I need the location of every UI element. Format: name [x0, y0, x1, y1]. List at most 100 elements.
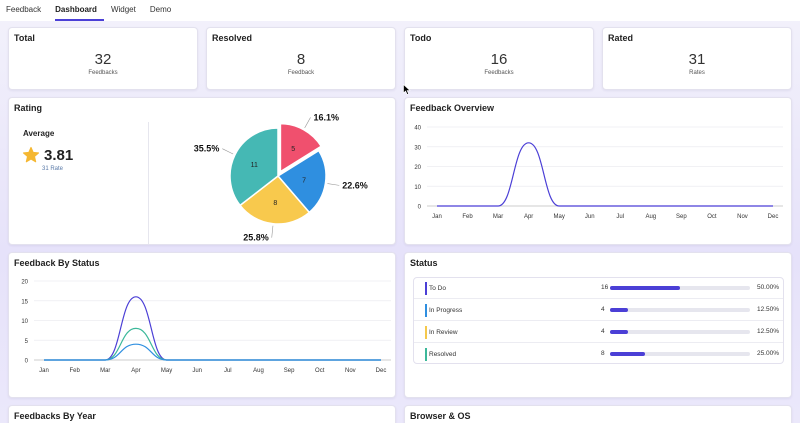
stat-title: Todo — [410, 33, 432, 43]
pie-label-leader — [222, 148, 234, 155]
x-tick-label: Mar — [493, 214, 503, 220]
status-color-bar — [425, 348, 427, 361]
stat-value: 16 — [490, 51, 508, 68]
stat-title: Total — [14, 33, 35, 43]
x-tick-label: Dec — [376, 368, 387, 374]
feedback-by-status-title: Feedback By Status — [14, 258, 100, 268]
status-card: Status To Do 16 50.00% In Progress 4 12.… — [404, 252, 792, 398]
stat-value: 8 — [296, 51, 306, 68]
stat-value: 31 — [688, 51, 706, 68]
pie-slice[interactable] — [238, 174, 311, 225]
y-tick-label: 5 — [25, 339, 29, 345]
feedback-by-status-chart: 0 5 10 15 20 Jan Feb Mar Apr May Jun Jul Aug Sep Oct No… — [21, 280, 391, 374]
y-tick-label: 10 — [414, 185, 421, 191]
x-tick-label: Oct — [707, 214, 717, 220]
star-icon — [22, 146, 40, 163]
feedback-by-status-card: Feedback By Status 0 5 10 15 20 Jan Feb Mar Apr M… — [8, 252, 396, 398]
pie-slice-label: 11 — [251, 162, 258, 169]
status-count: 8 — [601, 350, 605, 357]
status-row-in-progress: In Progress 4 12.50% — [414, 300, 783, 321]
stat-card-total: Total 32 Feedbacks — [8, 27, 198, 90]
x-tick-label: Oct — [315, 368, 325, 374]
status-label: In Progress — [429, 307, 463, 314]
pie-percent-label: 25.8% — [243, 233, 269, 243]
status-color-bar — [425, 304, 427, 317]
rating-pie-chart: 5 16.1% 7 22.6% 8 25.8% 11 35.5% — [194, 113, 368, 243]
stat-subtitle: Feedbacks — [88, 70, 118, 76]
pie-percent-label: 16.1% — [314, 113, 340, 122]
rating-card: Rating Average 3.81 31 Rate 5 16.1% 7 22.6%… — [8, 97, 396, 245]
x-tick-label: Jun — [192, 368, 202, 374]
x-tick-label: May — [161, 368, 172, 374]
tab-dashboard[interactable]: Dashboard — [55, 0, 104, 21]
status-count: 16 — [601, 284, 609, 291]
x-tick-label: Mar — [100, 368, 110, 374]
browser-os-card: Browser & OS — [404, 405, 792, 423]
status-row-resolved: Resolved 8 25.00% — [414, 344, 783, 365]
status-percent: 12.50% — [756, 328, 779, 335]
x-tick-label: Sep — [676, 214, 687, 220]
stat-card-resolved: Resolved 8 Feedback — [206, 27, 396, 90]
x-tick-label: Aug — [253, 368, 264, 374]
status-progress-fill — [610, 286, 680, 290]
feedback-overview-card: Feedback Overview 0 10 20 30 40 Jan Feb Mar Apr M… — [404, 97, 792, 245]
x-tick-label: May — [554, 214, 565, 220]
pie-slice-label: 8 — [273, 200, 277, 207]
x-tick-label: Feb — [462, 214, 473, 220]
status-progress-track — [610, 308, 750, 312]
cursor-icon — [403, 84, 411, 95]
y-tick-label: 0 — [418, 205, 422, 211]
y-tick-label: 20 — [21, 280, 28, 286]
pie-label-leader — [304, 117, 311, 129]
feedbacks-by-year-title: Feedbacks By Year — [14, 411, 96, 421]
status-label: Resolved — [429, 351, 457, 358]
status-progress-fill — [610, 308, 628, 312]
x-tick-label: Aug — [645, 214, 656, 220]
tab-feedback[interactable]: Feedback — [6, 5, 42, 14]
x-tick-label: Apr — [524, 214, 533, 220]
status-title: Status — [410, 258, 438, 268]
status-table: To Do 16 50.00% In Progress 4 12.50% In … — [413, 277, 784, 364]
x-tick-label: Jul — [224, 368, 232, 374]
status-color-bar — [425, 326, 427, 339]
tab-widget[interactable]: Widget — [110, 5, 136, 14]
pie-slice[interactable] — [276, 149, 327, 214]
browser-os-title: Browser & OS — [410, 411, 471, 421]
status-progress-track — [610, 286, 750, 290]
x-tick-label: Jan — [432, 214, 442, 220]
series-line — [44, 343, 381, 361]
y-tick-label: 30 — [414, 145, 421, 151]
series-line — [437, 142, 773, 207]
feedback-overview-chart: 0 10 20 30 40 Jan Feb Mar Apr May Jun Jul Aug Sep Oct N… — [414, 126, 783, 220]
x-tick-label: Nov — [345, 368, 356, 374]
status-row-todo: To Do 16 50.00% — [414, 278, 783, 299]
stat-value: 32 — [94, 51, 112, 68]
pie-percent-label: 22.6% — [342, 180, 368, 190]
status-label: In Review — [429, 329, 458, 336]
stat-card-todo: Todo 16 Feedbacks — [404, 27, 594, 90]
status-percent: 12.50% — [756, 306, 779, 313]
status-row-in-review: In Review 4 12.50% — [414, 322, 783, 343]
y-tick-label: 0 — [25, 359, 29, 365]
status-count: 4 — [601, 306, 605, 313]
series-line — [44, 296, 381, 361]
status-count: 4 — [601, 328, 605, 335]
y-tick-label: 10 — [21, 319, 28, 325]
divider — [148, 122, 149, 244]
pie-label-leader — [327, 183, 340, 186]
stat-subtitle: Rates — [689, 70, 705, 76]
x-tick-label: Sep — [284, 368, 295, 374]
pie-slice[interactable] — [229, 127, 279, 207]
feedback-overview-title: Feedback Overview — [410, 103, 495, 113]
y-tick-label: 40 — [414, 126, 421, 132]
average-label: Average — [23, 129, 55, 138]
pie-percent-label: 35.5% — [194, 144, 220, 154]
rating-title: Rating — [14, 103, 42, 113]
tab-demo[interactable]: Demo — [149, 5, 172, 14]
pie-slice-label: 5 — [291, 146, 295, 153]
series-line — [44, 327, 381, 361]
x-tick-label: Jun — [585, 214, 595, 220]
pie-slice[interactable] — [279, 122, 323, 173]
x-tick-label: Feb — [69, 368, 80, 374]
status-percent: 25.00% — [756, 350, 779, 357]
